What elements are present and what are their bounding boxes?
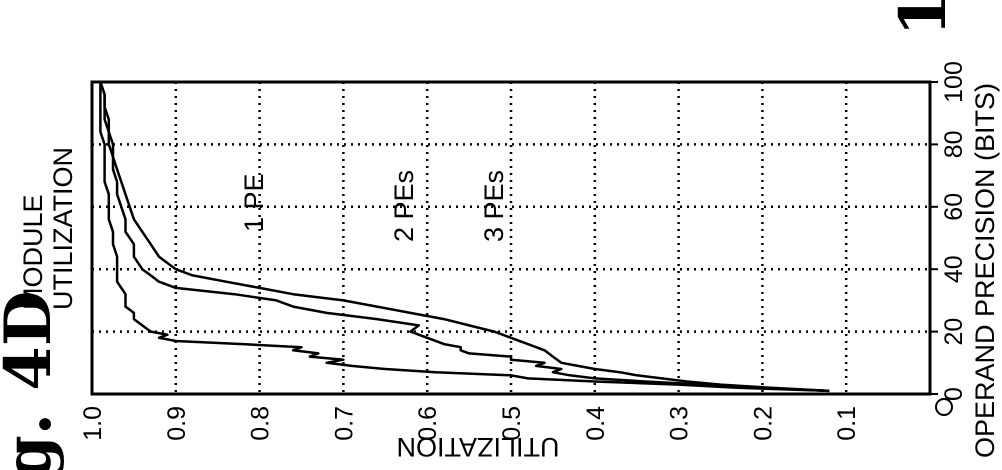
tick-label-precision: 100 bbox=[940, 61, 968, 103]
tick-labels: 0.1 0.2 0.3 0.4 0.5 0.6 0.7 0.8 0.9 1.0 0 20 40 60 80 1… bbox=[79, 61, 968, 441]
tick-label-utilization: 1.0 bbox=[79, 406, 107, 441]
tick-label-utilization: 0.6 bbox=[414, 406, 442, 441]
tick-label-utilization: 0.1 bbox=[833, 406, 861, 441]
figure-label-fragment-bottom: g. 4D bbox=[0, 291, 66, 470]
y-axis-label: UTILIZATION bbox=[396, 432, 559, 462]
grid bbox=[92, 82, 930, 394]
chart-title-line-1: MODULE bbox=[18, 194, 48, 310]
tick-label-precision: 80 bbox=[940, 130, 968, 158]
series-line-2 bbox=[99, 81, 830, 393]
tick-label-precision: 60 bbox=[940, 193, 968, 221]
tick-label-utilization: 0.7 bbox=[330, 406, 358, 441]
series-line-1 bbox=[99, 82, 830, 393]
series-group bbox=[99, 81, 830, 393]
tick-label-utilization bbox=[935, 398, 953, 416]
tick-label-utilization: 0.3 bbox=[666, 406, 694, 441]
tick-label-precision: 20 bbox=[940, 318, 968, 346]
tick-label-precision: 40 bbox=[940, 255, 968, 283]
tick-label-utilization: 0.9 bbox=[163, 406, 191, 441]
series-label-2-pes: 2 PEs bbox=[389, 170, 419, 242]
tick-label-utilization: 0.2 bbox=[749, 406, 777, 441]
tick-label-utilization: 0.5 bbox=[498, 406, 526, 441]
tick-label-precision: 0 bbox=[940, 387, 968, 401]
series-label-3-pes: 3 PEs bbox=[479, 170, 509, 242]
series-line-3 bbox=[99, 81, 830, 393]
tick-label-utilization: 0.8 bbox=[247, 406, 275, 441]
series-label-1-pe: 1 PE bbox=[239, 173, 269, 232]
chart-title-line-2: UTILIZATION bbox=[48, 147, 78, 310]
figure-label-fragment-top: 1 bbox=[886, 0, 961, 37]
tick-label-utilization: 0.4 bbox=[582, 406, 610, 441]
x-axis-label: OPERAND PRECISION (BITS) bbox=[970, 83, 1000, 458]
